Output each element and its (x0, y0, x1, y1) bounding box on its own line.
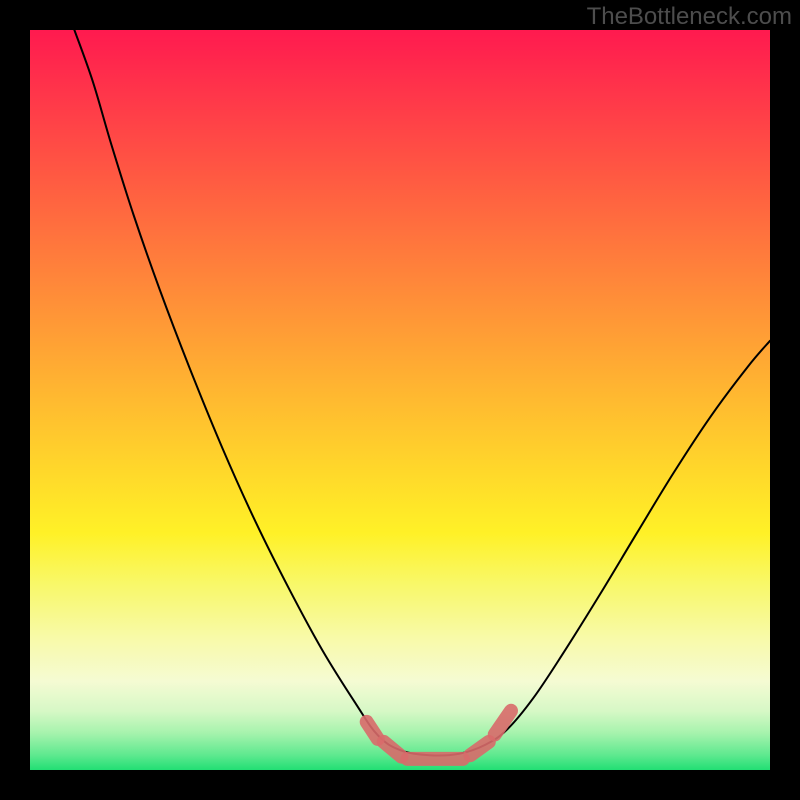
chart-frame: TheBottleneck.com (0, 0, 800, 800)
plot-area (30, 30, 770, 770)
watermark-text: TheBottleneck.com (587, 3, 792, 31)
gradient-background (30, 30, 770, 770)
